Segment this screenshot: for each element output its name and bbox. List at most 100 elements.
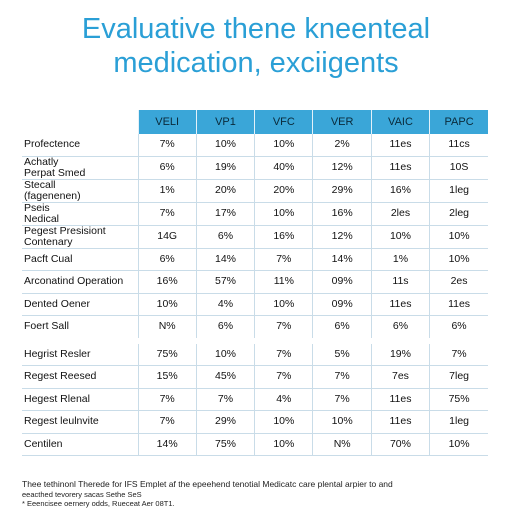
column-header: VFC [254, 110, 313, 134]
data-table: VELI VP1 VFC VER VAIC PAPC Profectence 7%… [22, 110, 488, 456]
table-row: Regest leulnvite 7% 29% 10% 10% 11es 1leg [22, 410, 488, 434]
table-cell: 10% [429, 433, 488, 456]
table-cell: 19% [195, 156, 255, 180]
table-cell: 7% [254, 315, 313, 341]
table-cell: 11es [370, 156, 430, 180]
table-cell: 70% [370, 433, 430, 456]
table-cell: 11es [370, 293, 430, 316]
table-row: Pegest Presisiont Contenary 14G 6% 16% 12% 10%… [22, 225, 488, 249]
table-cell: 10% [429, 225, 488, 249]
table-row: Profectence 7% 10% 10% 2% 11es 11cs [22, 134, 488, 157]
column-header: VELI [137, 110, 197, 134]
table-cell: 1% [370, 248, 430, 271]
table-cell: 12% [312, 225, 372, 249]
table-cell: 45% [195, 365, 255, 389]
table-cell: 7% [137, 410, 197, 434]
footnote: Thee tethinonl Therede for IFS Emplet af… [22, 479, 492, 509]
document-title: Evaluative thene kneenteal medication, e… [0, 12, 512, 80]
table-cell: 10% [254, 202, 313, 226]
row-label: Profectence [22, 134, 138, 157]
row-label: Arconatind Operation [22, 270, 138, 294]
table-header-row: VELI VP1 VFC VER VAIC PAPC [22, 110, 488, 134]
table-cell: 1leg [429, 410, 488, 434]
title-line-1: Evaluative thene kneenteal [81, 13, 431, 45]
table-cell: 10S [429, 156, 488, 180]
table-cell: 4% [195, 293, 255, 316]
table-row: Pseis Nedical 7% 17% 10% 16% 2les 2leg [22, 202, 488, 226]
table-row: Stecall (fagenenen) 1% 20% 20% 29% 16% 1leg [22, 179, 488, 203]
table-cell: 11cs [429, 134, 488, 157]
table-cell: 14% [137, 433, 197, 456]
table-row: Centilen 14% 75% 10% N% 70% 10% [22, 433, 488, 456]
row-label: Hegrist Resler [22, 337, 138, 366]
table-cell: 5% [312, 337, 372, 366]
table-cell: 11es [370, 134, 430, 157]
table-cell: 11es [370, 410, 430, 434]
column-header: VAIC [370, 110, 430, 134]
table-cell: 57% [195, 270, 255, 294]
table-cell: 4% [254, 388, 313, 411]
table-cell: 40% [254, 156, 313, 180]
column-header: VP1 [195, 110, 255, 134]
table-cell: 10% [254, 293, 313, 316]
table-cell: 7% [137, 388, 197, 411]
table-cell: 75% [137, 337, 197, 366]
table-row: Hegest Rlenal 7% 7% 4% 7% 11es 75% [22, 388, 488, 411]
table-row: Dented Oener 10% 4% 10% 09% 11es 11es [22, 293, 488, 316]
table-cell: 2es [429, 270, 488, 294]
table-cell: 10% [195, 134, 255, 157]
table-cell: 17% [195, 202, 255, 226]
header-corner [22, 110, 138, 134]
row-label: Stecall (fagenenen) [22, 179, 138, 203]
table-cell: 14G [137, 225, 197, 249]
table-cell: 2% [312, 134, 372, 157]
table-cell: 7% [195, 388, 255, 411]
table-cell: 7% [254, 365, 313, 389]
table-cell: 16% [370, 179, 430, 203]
table-cell: N% [137, 315, 197, 341]
table-cell: 11es [370, 388, 430, 411]
table-cell: 7es [370, 365, 430, 389]
table-cell: 10% [254, 410, 313, 434]
table-cell: 19% [370, 337, 430, 366]
table-row: Hegrist Resler 75% 10% 7% 5% 19% 7% [22, 337, 488, 366]
table-cell: 29% [312, 179, 372, 203]
table-cell: 10% [370, 225, 430, 249]
table-cell: 7% [254, 248, 313, 271]
table-row: Achatly Perpat Smed 6% 19% 40% 12% 11es 10S [22, 156, 488, 180]
table-cell: 15% [137, 365, 197, 389]
row-label: Pacft Cual [22, 248, 138, 271]
table-cell: 14% [195, 248, 255, 271]
table-cell: 1leg [429, 179, 488, 203]
table-cell: N% [312, 433, 372, 456]
table-cell: 09% [312, 293, 372, 316]
table-cell: 10% [195, 337, 255, 366]
table-cell: 2les [370, 202, 430, 226]
table-cell: 2leg [429, 202, 488, 226]
table-cell: 1% [137, 179, 197, 203]
table-cell: 10% [429, 248, 488, 271]
table-cell: 20% [195, 179, 255, 203]
table-cell: 6% [429, 315, 488, 341]
table-cell: 6% [370, 315, 430, 341]
column-header: VER [312, 110, 372, 134]
table-row: Pacft Cual 6% 14% 7% 14% 1% 10% [22, 248, 488, 271]
table-cell: 20% [254, 179, 313, 203]
row-label: Dented Oener [22, 293, 138, 316]
row-label: Pegest Presisiont Contenary [22, 225, 138, 249]
table-row: Arconatind Operation 16% 57% 11% 09% 11s 2es [22, 270, 488, 294]
table-cell: 10% [312, 410, 372, 434]
row-label: Foert Sall [22, 315, 138, 341]
table-cell: 16% [254, 225, 313, 249]
table-row: Foert Sall N% 6% 7% 6% 6% 6% [22, 315, 488, 341]
footnote-line-3: * Eeencisee oernery odds, Rueceat Aer 08… [22, 499, 175, 508]
table-cell: 7% [137, 134, 197, 157]
table-cell: 7leg [429, 365, 488, 389]
table-cell: 7% [312, 388, 372, 411]
table-cell: 6% [137, 248, 197, 271]
table-row: Regest Reesed 15% 45% 7% 7% 7es 7leg [22, 365, 488, 389]
table-cell: 29% [195, 410, 255, 434]
table-cell: 6% [312, 315, 372, 341]
row-label: Centilen [22, 433, 138, 456]
title-line-2: medication, exciigents [113, 47, 399, 79]
